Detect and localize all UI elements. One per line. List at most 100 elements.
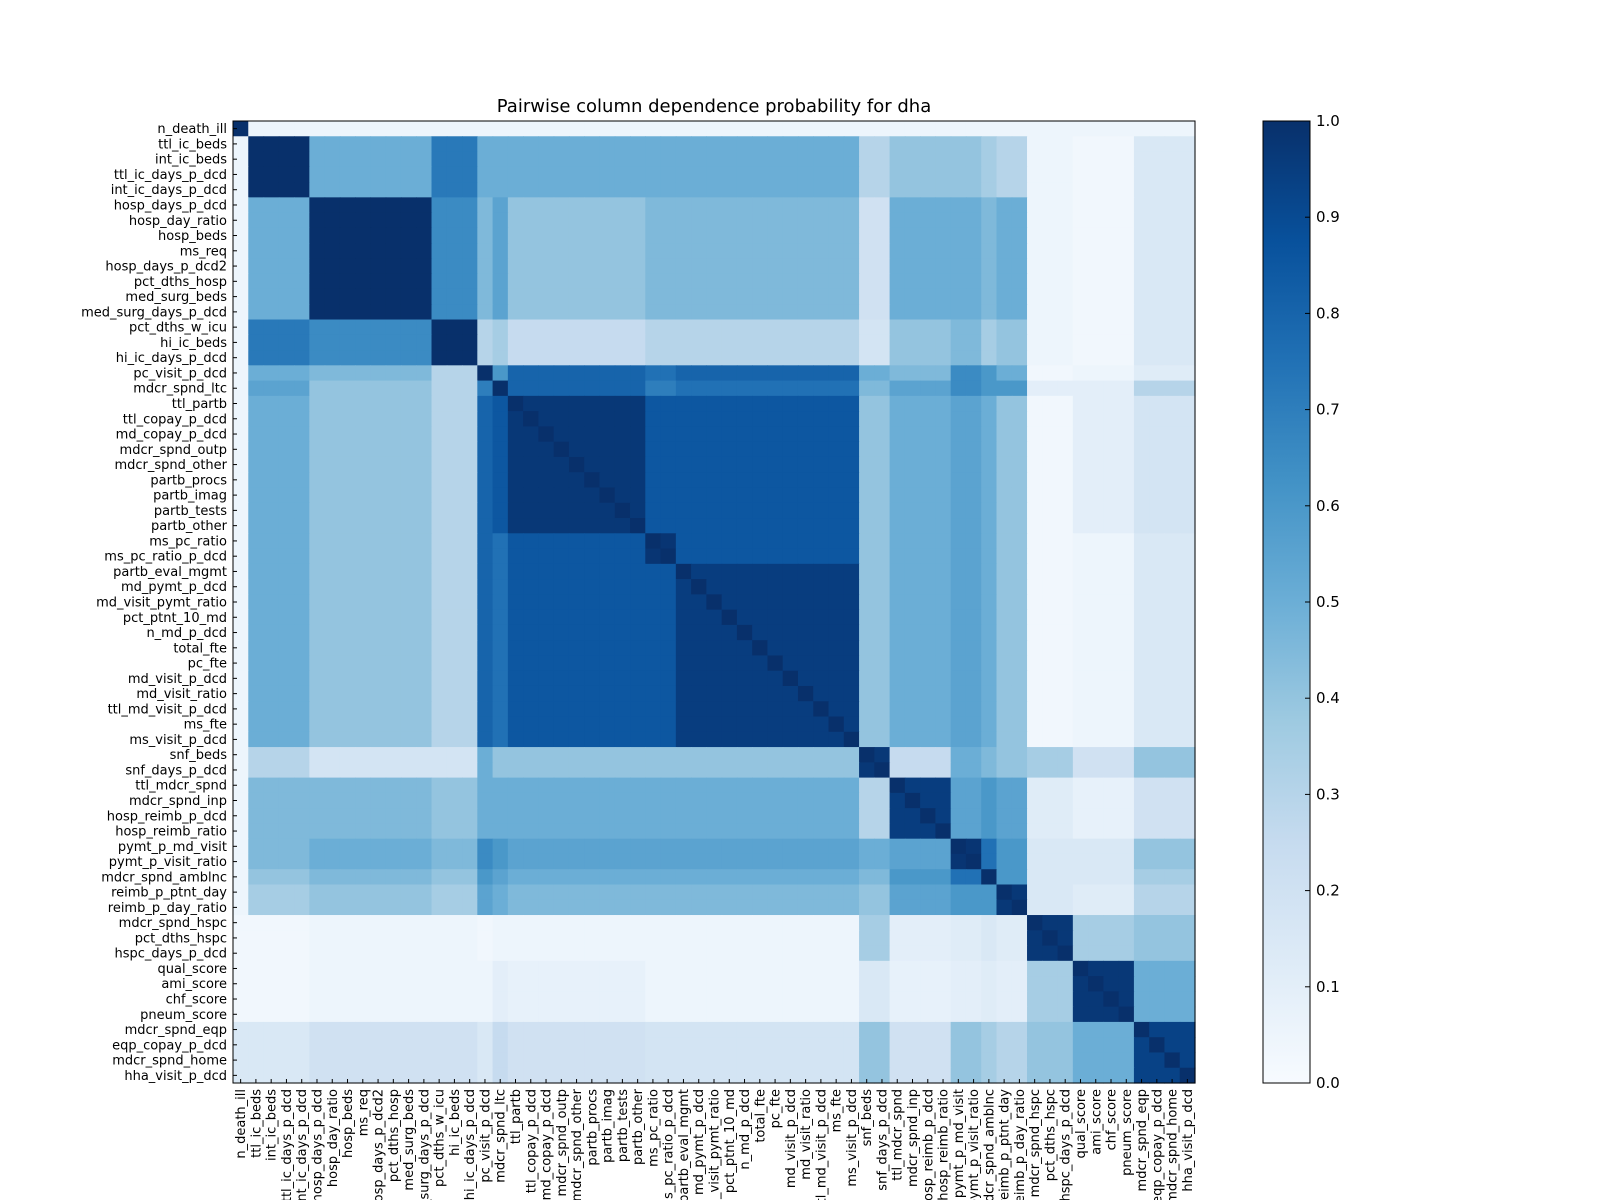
heatmap-cell [324,212,341,229]
heatmap-cell [874,518,891,534]
heatmap-cell [630,288,646,305]
heatmap-cell [278,166,295,183]
heatmap-cell [1011,792,1028,809]
heatmap-cell [1011,456,1028,473]
heatmap-cell [630,685,646,702]
heatmap-cell [584,182,601,198]
heatmap-cell [767,502,784,519]
heatmap-cell [1027,747,1043,763]
heatmap-cell [523,166,539,183]
heatmap-cell [782,747,799,763]
heatmap-cell [1149,365,1166,382]
heatmap-cell [645,1067,662,1084]
heatmap-cell [996,808,1013,825]
heatmap-cell [782,1006,799,1023]
heatmap-cell [1133,823,1150,840]
heatmap-cell [523,472,539,489]
heatmap-cell [584,915,601,931]
heatmap-cell [1072,456,1089,473]
heatmap-cell [721,273,738,290]
heatmap-cell [1164,670,1181,687]
heatmap-cell [1164,853,1181,870]
heatmap-cell [630,273,646,290]
heatmap-cell [1118,1052,1135,1069]
heatmap-cell [767,563,784,580]
heatmap-cell [1042,609,1059,626]
heatmap-cell [523,838,539,855]
heatmap-cell [1118,609,1135,626]
heatmap-cell [935,136,952,153]
heatmap-cell [1072,319,1089,336]
heatmap-cell [813,899,830,916]
heatmap-cell [339,1037,356,1054]
heatmap-cell [370,930,387,947]
heatmap-cell [538,899,555,916]
heatmap-cell [996,823,1013,840]
heatmap-cell [843,960,860,977]
heatmap-cell [935,945,952,962]
heatmap-cell [309,884,326,901]
heatmap-cell [324,716,341,733]
heatmap-cell [660,777,677,794]
heatmap-cell [1164,227,1181,244]
heatmap-cell [431,456,448,473]
heatmap-cell [813,1006,830,1023]
heatmap-cell [614,121,631,137]
heatmap-cell [721,823,738,840]
heatmap-cell [1149,166,1166,183]
heatmap-cell [446,853,463,870]
heatmap-cell [431,701,448,718]
heatmap-cell [385,304,402,321]
heatmap-cell [462,334,478,351]
row-label: partb_other [151,519,228,534]
heatmap-cell [874,151,891,168]
heatmap-cell [889,258,906,275]
heatmap-cell [797,1052,814,1069]
heatmap-cell [309,212,326,229]
heatmap-cell [813,1052,830,1069]
heatmap-cell [599,121,616,137]
heatmap-cell [233,838,249,855]
heatmap-cell [462,808,478,825]
heatmap-cell [721,640,738,657]
heatmap-cell [950,1067,967,1084]
heatmap-cell [263,426,280,443]
heatmap-cell [706,808,723,825]
heatmap-cell [1027,640,1043,657]
heatmap-cell [1072,441,1089,458]
heatmap-cell [813,655,830,672]
heatmap-cell [584,487,601,504]
heatmap-cell [462,487,478,504]
heatmap-cell [767,1052,784,1069]
heatmap-cell [1072,1052,1089,1069]
heatmap-cell [996,838,1013,855]
heatmap-cell [813,487,830,504]
heatmap-cell [904,243,921,260]
heatmap-cell [721,472,738,489]
heatmap-cell [843,594,860,611]
heatmap-cell [843,548,860,565]
heatmap-cell [691,411,707,427]
heatmap-cell [568,624,585,641]
heatmap-cell [599,319,616,336]
heatmap-cell [630,212,646,229]
heatmap-cell [538,548,555,565]
heatmap-cell [1042,441,1059,458]
heatmap-cell [355,1021,372,1038]
heatmap-cell [736,243,753,260]
heatmap-cell [996,136,1013,153]
heatmap-cell [370,212,387,229]
heatmap-cell [935,197,952,214]
heatmap-cell [736,518,753,534]
heatmap-cell [996,121,1013,137]
heatmap-cell [904,166,921,183]
heatmap-cell [889,869,906,886]
heatmap-cell [828,655,845,672]
heatmap-cell [431,899,448,916]
heatmap-cell [599,808,616,825]
heatmap-cell [492,487,509,504]
heatmap-cell [874,1067,891,1084]
heatmap-cell [706,563,723,580]
heatmap-cell [324,1067,341,1084]
heatmap-cell [935,884,952,901]
